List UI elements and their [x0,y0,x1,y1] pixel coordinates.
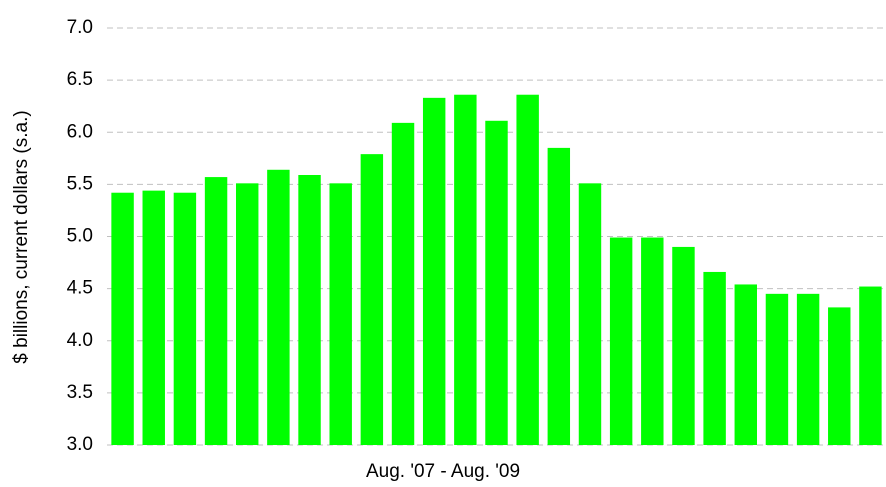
bar [173,192,197,445]
bar [641,237,664,445]
y-tick-label: 4.0 [67,330,93,351]
y-tick-label: 5.0 [67,226,93,247]
bar [765,293,789,445]
bar [360,154,384,445]
x-axis-label: Aug. '07 - Aug. '09 [366,461,520,482]
bar [547,147,571,445]
y-tick-label: 6.0 [67,121,93,142]
bar [859,286,882,445]
bar [578,183,602,445]
bar [142,190,165,445]
bar [485,120,508,445]
bar [111,192,134,445]
bar [329,183,352,445]
bar [391,122,415,446]
y-tick-label: 3.5 [67,382,93,403]
bar [609,237,633,445]
bar [734,284,757,445]
bar [672,246,695,445]
bar [796,293,820,445]
y-axis-label: $ billions, current dollars (s.a.) [11,110,32,363]
y-tick-label: 6.5 [67,69,93,90]
bar [516,94,539,445]
bar [422,97,446,445]
bar [298,174,321,445]
bar [828,307,851,445]
y-tick-label: 3.0 [67,434,93,455]
bar [236,183,259,445]
bar [703,271,726,445]
y-tick-label: 5.5 [67,173,93,194]
y-tick-label: 4.5 [67,278,93,299]
bar [204,177,228,445]
bar [267,169,290,445]
y-tick-label: 7.0 [67,17,93,38]
bar [454,94,477,445]
